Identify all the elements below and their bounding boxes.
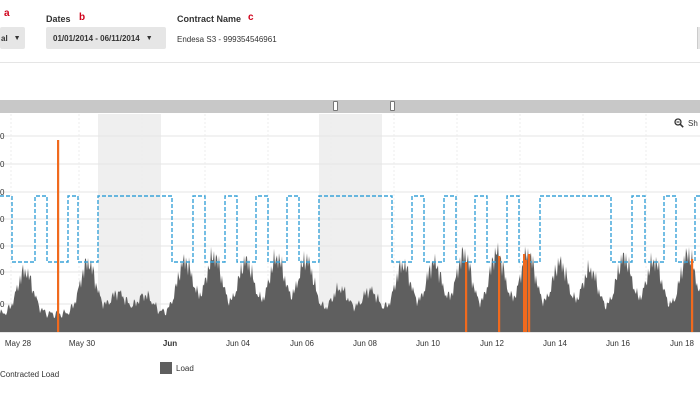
navigator-left-handle[interactable] (333, 101, 338, 111)
first-dropdown-value: al (1, 33, 8, 43)
load-spike (498, 256, 501, 332)
x-tick-label: Jun 18 (670, 339, 695, 348)
dates-dropdown-value: 01/01/2014 - 06/11/2014 (53, 33, 140, 43)
y-tick-label: 0 (0, 188, 5, 197)
x-tick-label: Jun 10 (416, 339, 441, 348)
x-tick-label: Jun 12 (480, 339, 505, 348)
y-tick-label: 0 (0, 300, 5, 309)
legend-load[interactable]: Load (160, 362, 194, 374)
load-spike (525, 260, 528, 332)
dates-label: Dates (46, 14, 71, 24)
load-spike (691, 259, 694, 332)
load-spike (465, 262, 468, 332)
y-tick-label: 0 (0, 242, 5, 251)
x-tick-label: May 30 (69, 339, 96, 348)
weekend-band (98, 114, 161, 332)
x-tick-label: Jun 16 (606, 339, 631, 348)
legend-contracted-label: Contracted Load (0, 370, 60, 379)
load-spike (57, 140, 60, 332)
chevron-down-icon: ▼ (13, 34, 21, 42)
zoom-reset-button[interactable]: Sh (674, 118, 698, 128)
legend-load-label: Load (176, 363, 194, 373)
x-tick-label: Jun 08 (353, 339, 378, 348)
header-separator (0, 62, 700, 63)
y-axis-labels: 0 0 0 0 0 0 0 (0, 132, 5, 309)
navigator-right-handle[interactable] (390, 101, 395, 111)
contract-name-value: Endesa S3 - 999354546961 (177, 35, 277, 44)
right-edge-control[interactable] (697, 27, 700, 49)
load-spike (523, 254, 526, 332)
chevron-down-icon: ▼ (145, 34, 153, 42)
dates-dropdown[interactable]: 01/01/2014 - 06/11/2014 ▼ (46, 27, 166, 49)
zoom-label: Sh (688, 118, 698, 128)
load-spike (528, 254, 531, 332)
x-axis-labels: May 28 May 30 Jun Jun 04 Jun 06 Jun 08 Jun 10 J… (5, 339, 695, 348)
x-tick-label: Jun 14 (543, 339, 568, 348)
legend-load-swatch (160, 362, 172, 374)
annotation-c: c (248, 12, 254, 23)
contract-name-label: Contract Name (177, 14, 242, 24)
load-spikes (57, 140, 694, 332)
legend-contracted-load[interactable]: Contracted Load (0, 364, 59, 382)
y-tick-label: 0 (0, 160, 5, 169)
contracted-load-line (0, 195, 700, 263)
range-navigator[interactable] (0, 100, 700, 113)
x-tick-label: May 28 (5, 339, 32, 348)
x-tick-label: Jun 06 (290, 339, 315, 348)
first-dropdown[interactable]: al ▼ (0, 27, 25, 49)
zoom-out-icon (674, 118, 684, 128)
x-tick-label: Jun (163, 339, 177, 348)
y-tick-label: 0 (0, 132, 5, 141)
load-chart: 0 0 0 0 0 0 0 May 28 May 30 Jun Jun 04 Jun 06 Jun 0… (0, 114, 700, 348)
annotation-b: b (79, 12, 86, 23)
x-tick-label: Jun 04 (226, 339, 251, 348)
y-tick-label: 0 (0, 215, 5, 224)
y-tick-label: 0 (0, 268, 5, 277)
annotation-a: a (4, 8, 10, 19)
